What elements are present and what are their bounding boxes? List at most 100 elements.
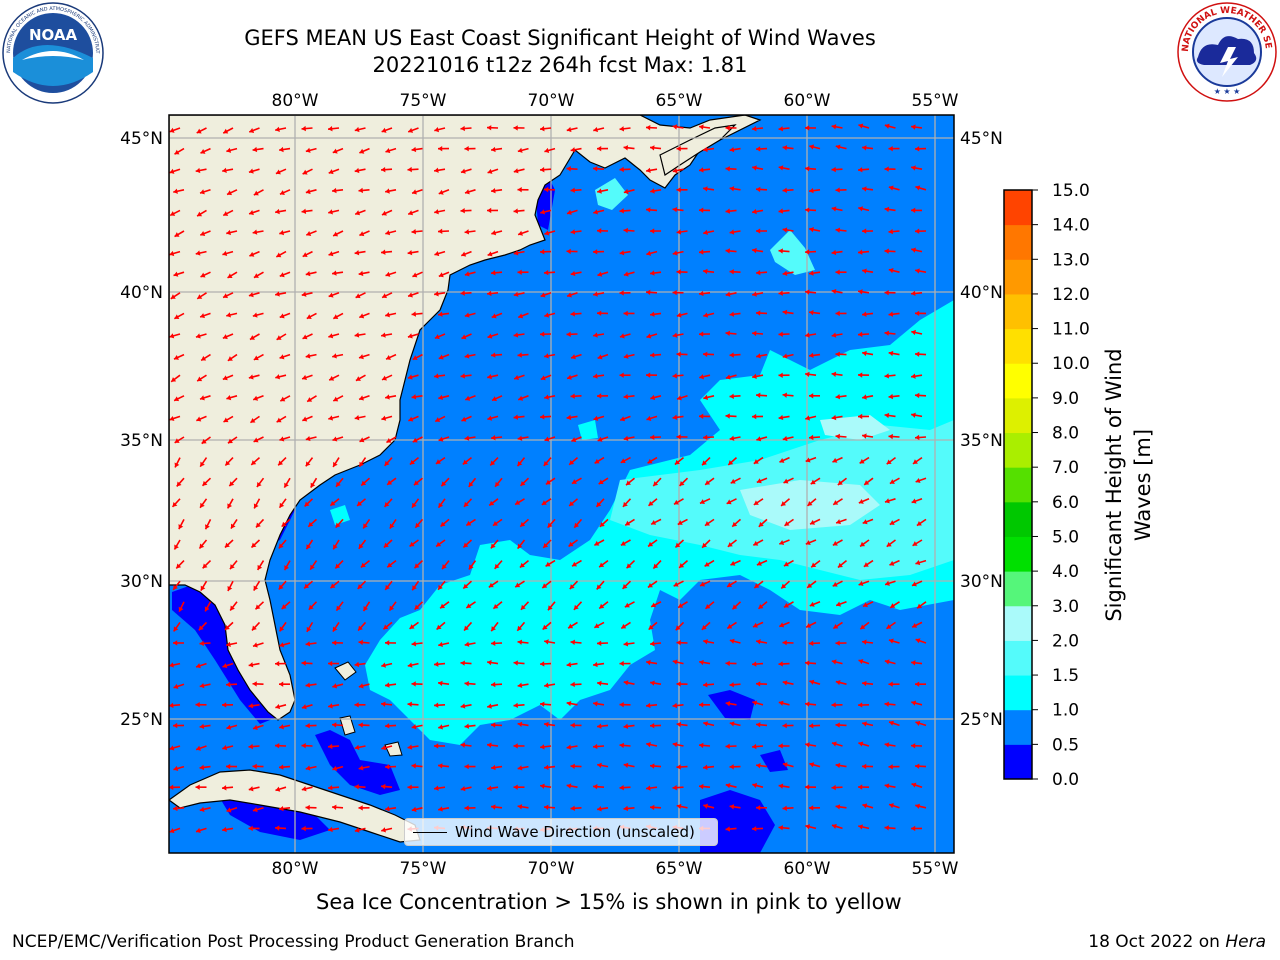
wind-wave-arrow-icon [328, 250, 340, 257]
wind-wave-arrow-icon [862, 394, 874, 400]
wind-wave-arrow-icon [253, 189, 264, 196]
wind-wave-arrow-icon [755, 146, 768, 152]
wind-wave-arrow-icon [539, 166, 552, 173]
wind-wave-arrow-icon [592, 166, 605, 172]
wind-wave-arrow-icon [778, 165, 790, 171]
wind-wave-arrow-icon [912, 539, 923, 547]
wind-wave-arrow-icon [226, 498, 234, 509]
wind-wave-arrow-icon [305, 147, 317, 153]
wind-wave-arrow-icon [752, 539, 764, 546]
wind-wave-arrow-icon [514, 498, 525, 506]
wind-wave-arrow-icon [831, 249, 843, 256]
wind-wave-arrow-icon [279, 189, 291, 196]
wind-wave-arrow-icon [407, 744, 419, 750]
wind-wave-arrow-icon [596, 723, 609, 729]
wind-wave-arrow-icon [540, 209, 552, 215]
lon-tick-top: 70°W [528, 91, 575, 111]
colorbar-tick-label: 0.0 [1052, 770, 1079, 790]
wind-wave-arrow-icon [910, 124, 923, 130]
wind-wave-arrow-icon [704, 477, 715, 486]
wind-wave-arrow-icon [173, 395, 185, 402]
wind-wave-arrow-icon [305, 353, 317, 359]
wind-wave-arrow-icon [863, 559, 874, 568]
sea-ice-note: Sea Ice Concentration > 15% is shown in … [316, 890, 902, 914]
wind-wave-arrow-icon [381, 662, 393, 668]
wind-wave-arrow-icon [888, 311, 900, 317]
wind-wave-arrow-icon [328, 826, 340, 833]
wind-wave-arrow-icon [199, 312, 211, 319]
wind-wave-arrow-icon [756, 436, 768, 442]
wind-wave-arrow-icon [835, 762, 847, 769]
wind-wave-arrow-icon [646, 741, 658, 748]
wind-wave-arrow-icon [175, 560, 185, 569]
wind-wave-arrow-icon [278, 764, 291, 770]
wind-wave-arrow-icon [331, 804, 344, 810]
wind-wave-arrow-icon [809, 679, 821, 685]
wind-wave-arrow-icon [622, 580, 632, 590]
lat-tick-right: 25°N [960, 710, 1003, 730]
wind-wave-arrow-icon [755, 228, 768, 234]
colorbar-tick-label: 4.0 [1052, 562, 1079, 582]
wind-wave-arrow-icon [703, 639, 715, 645]
land-bahamas [334, 661, 357, 681]
wind-wave-arrow-icon [384, 723, 397, 729]
wind-wave-arrow-icon [731, 518, 742, 528]
wind-wave-arrow-icon [433, 661, 446, 667]
lon-tick-bottom: 60°W [784, 859, 831, 879]
wind-wave-arrow-icon [279, 271, 291, 278]
wind-wave-arrow-icon [441, 560, 450, 570]
wind-wave-arrow-icon [914, 392, 927, 399]
wind-wave-arrow-icon [888, 433, 900, 440]
wind-wave-arrow-icon [196, 127, 207, 134]
wind-wave-arrow-icon [279, 353, 291, 360]
wind-wave-arrow-icon [460, 660, 472, 666]
wind-wave-arrow-icon [570, 722, 582, 728]
wind-wave-arrow-icon [201, 477, 212, 487]
wind-wave-arrow-icon [200, 147, 211, 154]
colorbar-tick-label: 2.0 [1052, 631, 1079, 651]
wind-wave-arrow-icon [782, 722, 794, 729]
wind-wave-arrow-icon [755, 392, 768, 399]
wind-wave-arrow-icon [910, 290, 923, 297]
wind-wave-arrow-icon [544, 436, 556, 442]
wind-wave-arrow-icon [302, 168, 313, 175]
wind-wave-arrow-icon [305, 765, 317, 771]
wind-wave-arrow-icon [699, 580, 711, 587]
wind-wave-arrow-icon [832, 621, 843, 630]
wind-wave-arrow-icon [358, 353, 370, 360]
wind-wave-arrow-icon [915, 638, 927, 644]
wind-wave-arrow-icon [170, 374, 181, 383]
wind-wave-arrow-icon [413, 477, 424, 486]
wind-wave-arrow-icon [672, 124, 684, 130]
wind-wave-arrow-icon [411, 580, 420, 591]
colorbar-segment [1004, 467, 1032, 503]
wind-wave-arrow-icon [355, 374, 366, 382]
wind-wave-arrow-icon [513, 332, 525, 338]
wind-wave-arrow-icon [835, 804, 847, 810]
wind-wave-arrow-icon [753, 498, 764, 506]
colorbar-tick-label: 9.0 [1052, 389, 1079, 409]
wind-wave-arrow-icon [435, 539, 446, 548]
wind-wave-arrow-icon [281, 601, 291, 610]
wind-wave-arrow-icon [358, 805, 370, 811]
wind-wave-arrow-icon [672, 659, 684, 665]
wind-wave-arrow-icon [648, 621, 658, 631]
wind-wave-arrow-icon [810, 477, 821, 485]
wind-wave-arrow-icon [704, 559, 715, 567]
wind-wave-arrow-icon [889, 518, 900, 526]
wind-wave-arrow-icon [701, 457, 711, 466]
wind-wave-arrow-icon [302, 250, 313, 258]
wind-wave-arrow-icon [413, 560, 424, 569]
wind-wave-arrow-icon [888, 267, 900, 274]
wind-wave-arrow-icon [620, 456, 631, 464]
wind-wave-arrow-icon [202, 560, 212, 569]
wind-wave-arrows [169, 123, 927, 834]
colorbar-segment [1004, 328, 1032, 364]
wind-wave-arrow-icon [835, 640, 847, 646]
wind-wave-arrow-icon [491, 230, 503, 236]
wind-wave-arrow-icon [698, 702, 711, 708]
wind-wave-arrow-icon [751, 826, 764, 832]
wind-wave-arrow-icon [490, 722, 503, 728]
wind-wave-arrow-icon [778, 331, 790, 337]
wind-wave-arrow-icon [248, 374, 260, 380]
